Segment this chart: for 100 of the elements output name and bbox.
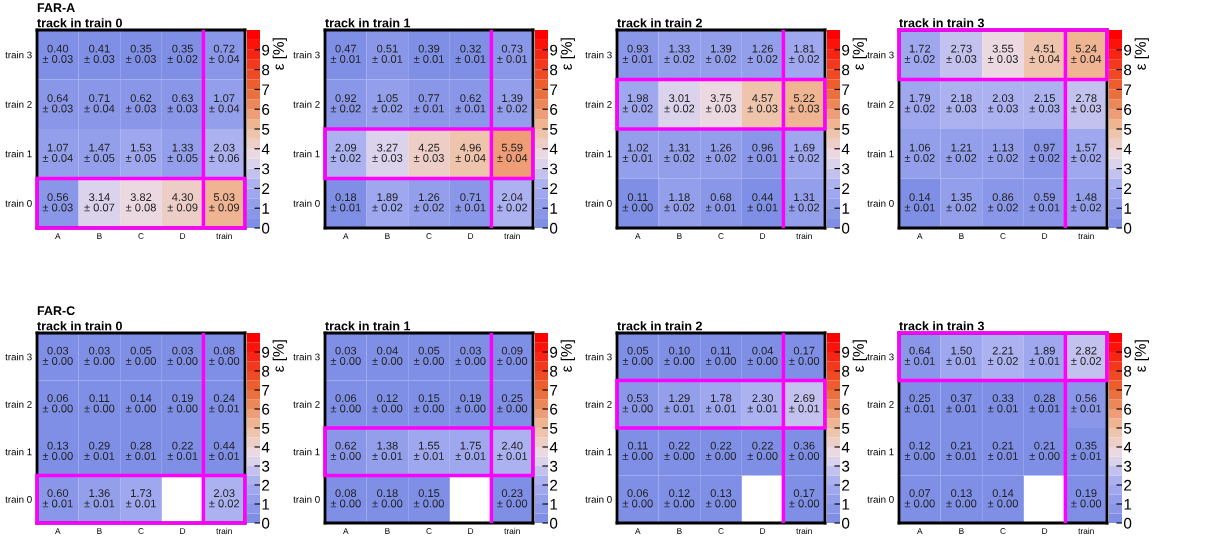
data-label: 2.40 ± 0.01	[497, 441, 528, 460]
data-label: 0.18 ± 0.00	[372, 489, 403, 508]
y-tick-label: train 2	[585, 100, 612, 108]
chart-title: track in train 1	[325, 321, 411, 331]
y-tick-label: train 2	[867, 100, 894, 108]
chart-title: track in train 3	[899, 18, 984, 28]
data-label: 1.73 ± 0.01	[125, 489, 156, 508]
color-bar-label: 1	[550, 499, 558, 510]
data-label: 0.35 ± 0.01	[1071, 441, 1102, 460]
y-tick-label: train 0	[585, 199, 612, 207]
data-label: 1.02 ± 0.01	[622, 143, 653, 162]
data-label: 1.55 ± 0.01	[413, 441, 444, 460]
chart-title: FAR-C	[37, 306, 75, 316]
x-tick-label: B	[959, 528, 964, 534]
data-label: 1.89 ± 0.02	[372, 193, 403, 212]
data-label: 2.69 ± 0.01	[789, 394, 820, 413]
x-tick-label: D	[180, 233, 186, 239]
color-bar-label: 7	[842, 385, 850, 396]
color-bar-label: 8	[842, 64, 850, 76]
data-label: 0.11 ± 0.00	[84, 394, 115, 413]
data-label: 0.05 ± 0.00	[622, 346, 653, 365]
y-tick-label: train 1	[867, 150, 894, 158]
data-label: 0.93 ± 0.01	[622, 44, 653, 63]
data-label: 1.72 ± 0.02	[904, 44, 935, 63]
color-bar-label: 9	[550, 44, 558, 56]
color-bar-label: 6	[842, 403, 850, 415]
y-tick-label: train 1	[293, 150, 320, 158]
y-tick-label: train 0	[867, 495, 894, 503]
color-bar-label: 7	[262, 84, 270, 95]
color-bar-title: ε [%]	[560, 340, 575, 372]
data-label: 1.35 ± 0.02	[946, 193, 977, 212]
color-bar-label: 2	[262, 183, 270, 194]
data-label: 0.08 ± 0.00	[209, 346, 240, 365]
data-label: 0.53 ± 0.00	[622, 394, 653, 413]
data-label: 1.31 ± 0.02	[664, 143, 695, 162]
data-label: 2.73 ± 0.03	[946, 44, 977, 63]
data-label: 0.39 ± 0.01	[413, 44, 444, 63]
data-label: 0.17 ± 0.00	[789, 489, 820, 508]
y-tick-label: train 3	[867, 353, 894, 361]
y-tick-label: train 2	[585, 400, 612, 408]
data-label: 3.82 ± 0.08	[125, 193, 156, 212]
x-tick-label: C	[718, 233, 724, 239]
color-bar-label: 6	[550, 104, 558, 115]
color-bar-label: 3	[261, 163, 270, 175]
color-bar-label: 7	[1124, 84, 1132, 95]
data-label: 1.81 ± 0.02	[789, 44, 820, 63]
data-label: 0.03 ± 0.00	[455, 346, 486, 365]
data-label: 1.07 ± 0.04	[209, 94, 240, 113]
x-tick-label: train	[1078, 527, 1094, 534]
color-bar-title: ε [%]	[272, 340, 287, 372]
color-bar-label: 0	[549, 517, 558, 529]
data-label: 1.06 ± 0.02	[904, 143, 935, 162]
data-label: 1.05 ± 0.02	[372, 94, 403, 113]
data-label: 1.29 ± 0.01	[664, 394, 695, 413]
x-tick-label: train	[216, 232, 232, 239]
data-label: 0.60 ± 0.01	[42, 489, 73, 508]
data-label: 0.56 ± 0.01	[1071, 394, 1102, 413]
y-tick-label: train 3	[585, 51, 612, 59]
data-label: 0.03 ± 0.00	[84, 346, 115, 365]
x-tick-label: D	[1042, 233, 1048, 239]
color-bar-label: 5	[1124, 124, 1132, 135]
color-bar-title: ε [%]	[1134, 38, 1149, 70]
y-tick-label: train 1	[585, 150, 612, 158]
data-label: 5.03 ± 0.09	[209, 193, 240, 212]
data-label: 1.98 ± 0.02	[622, 94, 653, 113]
data-label: 0.92 ± 0.02	[330, 94, 361, 113]
color-bar-label: 8	[262, 365, 270, 377]
data-label: 0.47 ± 0.01	[330, 44, 361, 63]
color-bar-label: 0	[841, 517, 850, 529]
data-label: 0.13 ± 0.00	[705, 489, 736, 508]
data-label: 2.30 ± 0.01	[747, 394, 778, 413]
data-label: 0.19 ± 0.00	[1071, 489, 1102, 508]
y-tick-label: train 0	[585, 495, 612, 503]
data-label: 0.64 ± 0.01	[904, 346, 935, 365]
data-label: 0.68 ± 0.01	[705, 193, 736, 212]
data-label: 1.18 ± 0.02	[664, 193, 695, 212]
data-label: 5.22 ± 0.03	[789, 94, 820, 113]
data-label: 0.03 ± 0.00	[42, 346, 73, 365]
y-tick-label: train 3	[293, 353, 320, 361]
y-tick-label: train 3	[293, 51, 320, 59]
data-label: 0.25 ± 0.01	[904, 394, 935, 413]
color-bar-label: 9	[1124, 44, 1132, 56]
data-label: 0.14 ± 0.00	[987, 489, 1018, 508]
color-bar-label: 7	[842, 84, 850, 95]
data-label: 0.37 ± 0.01	[946, 394, 977, 413]
chart-title: FAR-A	[37, 3, 75, 12]
data-label: 0.21 ± 0.00	[1029, 441, 1060, 460]
data-label: 0.11 ± 0.00	[622, 441, 653, 460]
color-bar-label: 2	[1124, 183, 1132, 194]
color-bar-label: 4	[1123, 143, 1132, 155]
data-label: 1.36 ± 0.01	[84, 489, 115, 508]
color-bar-label: 4	[549, 442, 558, 453]
x-tick-label: C	[138, 233, 144, 239]
x-tick-label: B	[97, 233, 102, 239]
color-bar-label: 6	[1124, 403, 1132, 415]
data-label: 0.63 ± 0.03	[167, 94, 198, 113]
data-label: 1.13 ± 0.02	[987, 143, 1018, 162]
data-label: 1.26 ± 0.02	[705, 143, 736, 162]
y-tick-label: train 1	[5, 448, 32, 456]
x-tick-label: D	[760, 233, 766, 239]
